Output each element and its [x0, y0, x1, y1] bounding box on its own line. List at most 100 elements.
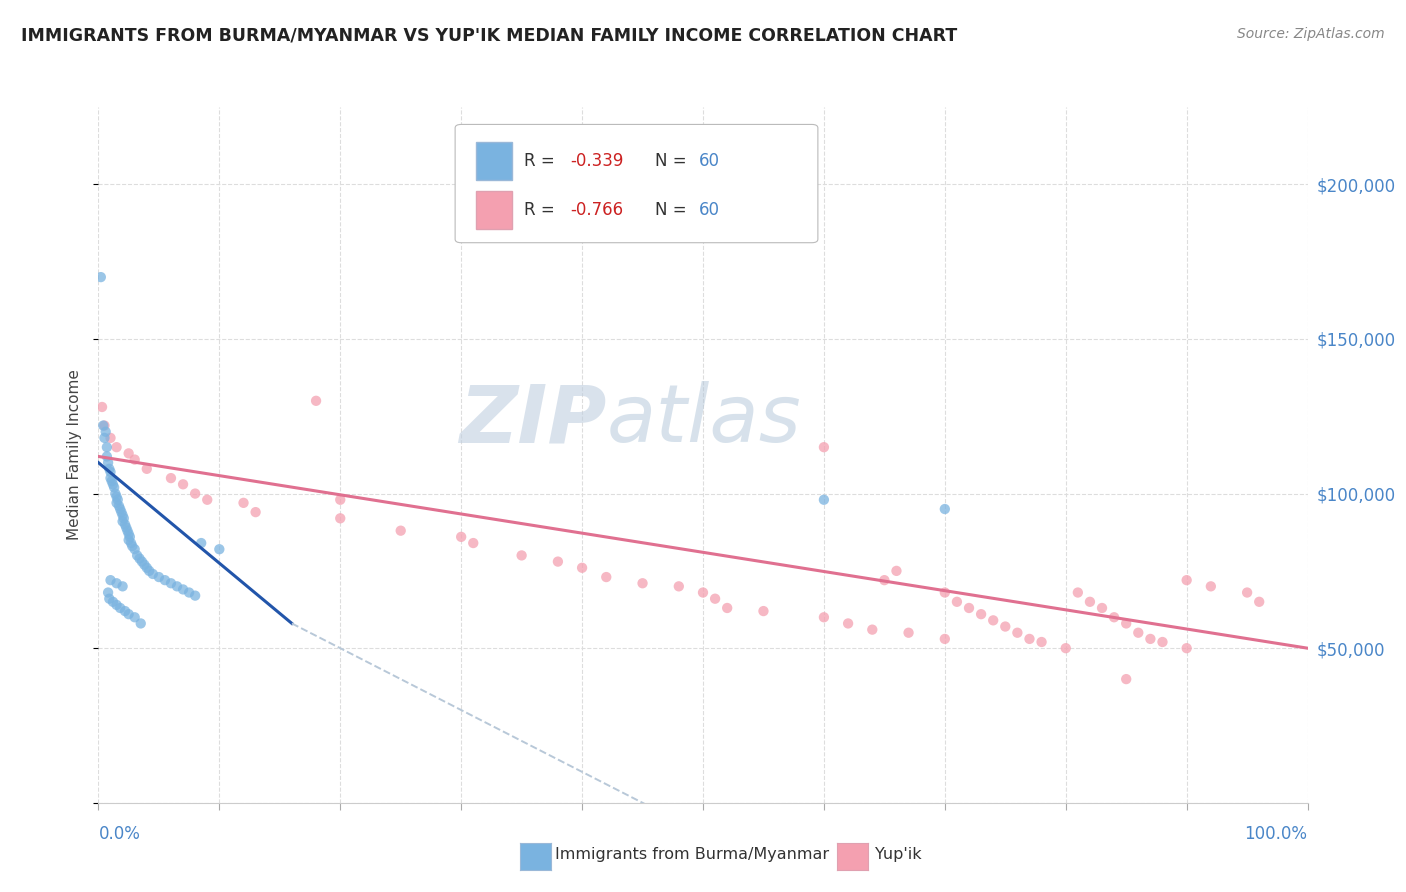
Point: [110, 505, 132, 519]
Point: [160, 576, 183, 591]
Point: [190, 536, 212, 550]
Point: [886, 564, 908, 578]
Point: [1175, 573, 1198, 587]
Point: [692, 585, 714, 599]
Text: R =: R =: [524, 201, 560, 219]
Point: [104, 486, 127, 500]
Point: [91, 400, 114, 414]
Point: [101, 595, 124, 609]
Point: [232, 496, 254, 510]
Point: [138, 564, 160, 578]
Point: [1236, 585, 1258, 599]
Point: [111, 508, 134, 523]
Point: [118, 526, 141, 541]
Point: [946, 595, 969, 609]
Y-axis label: Median Family Income: Median Family Income: [67, 369, 83, 541]
Point: [114, 517, 136, 532]
Point: [1175, 641, 1198, 656]
Point: [668, 579, 690, 593]
Point: [450, 530, 472, 544]
Point: [305, 393, 328, 408]
FancyBboxPatch shape: [475, 142, 512, 180]
Point: [329, 492, 352, 507]
Point: [1115, 672, 1137, 686]
Point: [100, 431, 122, 445]
Point: [111, 515, 134, 529]
Point: [595, 570, 617, 584]
Point: [571, 561, 593, 575]
Point: [179, 585, 201, 599]
Point: [108, 502, 131, 516]
Point: [837, 616, 859, 631]
Point: [172, 477, 194, 491]
Point: [897, 625, 920, 640]
Point: [100, 465, 122, 479]
Point: [752, 604, 775, 618]
Point: [128, 551, 150, 566]
FancyBboxPatch shape: [475, 191, 512, 229]
Point: [135, 462, 157, 476]
Point: [105, 440, 128, 454]
Point: [103, 480, 125, 494]
Point: [1018, 632, 1040, 646]
Text: IMMIGRANTS FROM BURMA/MYANMAR VS YUP'IK MEDIAN FAMILY INCOME CORRELATION CHART: IMMIGRANTS FROM BURMA/MYANMAR VS YUP'IK …: [21, 27, 957, 45]
Point: [98, 462, 121, 476]
Point: [124, 610, 146, 624]
Point: [1067, 585, 1090, 599]
Point: [118, 533, 141, 547]
Point: [547, 555, 569, 569]
Point: [716, 601, 738, 615]
Point: [1091, 601, 1114, 615]
Point: [112, 511, 135, 525]
Point: [124, 452, 146, 467]
Point: [127, 549, 149, 563]
Point: [94, 425, 117, 439]
Point: [96, 450, 118, 464]
Point: [153, 573, 176, 587]
Point: [1031, 635, 1053, 649]
Point: [114, 604, 136, 618]
Point: [90, 270, 112, 285]
Point: [105, 496, 128, 510]
Point: [120, 536, 142, 550]
Point: [873, 573, 896, 587]
Point: [934, 502, 956, 516]
Point: [160, 471, 183, 485]
Point: [704, 591, 727, 606]
Point: [1078, 595, 1101, 609]
Point: [91, 418, 114, 433]
Text: -0.766: -0.766: [569, 201, 623, 219]
Text: Yup'ik: Yup'ik: [875, 847, 921, 862]
Point: [813, 440, 835, 454]
Point: [121, 539, 143, 553]
Point: [631, 576, 654, 591]
Text: Immigrants from Burma/Myanmar: Immigrants from Burma/Myanmar: [555, 847, 830, 862]
Text: N =: N =: [655, 152, 692, 169]
Point: [105, 576, 128, 591]
Text: N =: N =: [655, 201, 692, 219]
Point: [148, 570, 170, 584]
Point: [172, 582, 194, 597]
Point: [96, 440, 118, 454]
Point: [934, 585, 956, 599]
Point: [100, 471, 122, 485]
Point: [108, 601, 131, 615]
Point: [957, 601, 980, 615]
Text: Source: ZipAtlas.com: Source: ZipAtlas.com: [1237, 27, 1385, 41]
Point: [107, 492, 129, 507]
Point: [1128, 625, 1150, 640]
Point: [1249, 595, 1271, 609]
Point: [245, 505, 267, 519]
Text: R =: R =: [524, 152, 560, 169]
Point: [184, 486, 207, 500]
Point: [860, 623, 883, 637]
Point: [1199, 579, 1222, 593]
Point: [463, 536, 485, 550]
Point: [105, 490, 128, 504]
Point: [134, 558, 156, 572]
Point: [118, 530, 141, 544]
Point: [100, 573, 122, 587]
Point: [118, 607, 141, 622]
Point: [1102, 610, 1125, 624]
Point: [93, 431, 115, 445]
